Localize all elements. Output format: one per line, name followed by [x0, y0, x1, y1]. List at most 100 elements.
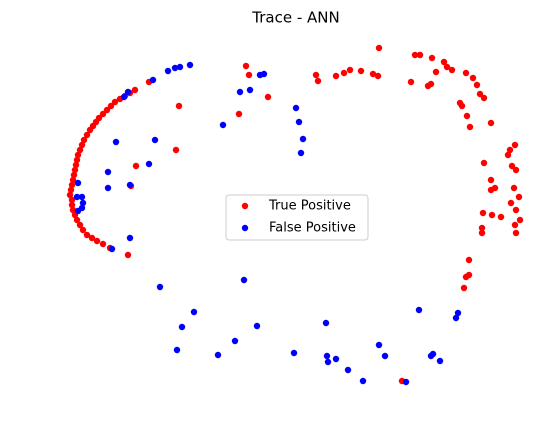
point — [68, 196, 76, 204]
point — [73, 193, 81, 201]
point — [245, 71, 253, 79]
point — [103, 106, 111, 114]
point — [466, 123, 474, 131]
chart-title: Trace - ANN — [251, 9, 339, 27]
point — [164, 67, 172, 75]
point — [516, 216, 524, 224]
point — [93, 237, 101, 245]
point — [416, 51, 424, 59]
point — [186, 61, 194, 69]
point — [359, 377, 367, 385]
point — [510, 184, 518, 192]
point — [402, 378, 410, 386]
point — [407, 78, 415, 86]
point — [178, 323, 186, 331]
point — [79, 199, 87, 207]
point — [487, 176, 495, 184]
point — [145, 160, 153, 168]
point — [131, 86, 139, 94]
point — [512, 166, 520, 174]
point — [151, 136, 159, 144]
point — [415, 306, 423, 314]
point — [429, 350, 437, 358]
legend-marker — [241, 202, 249, 210]
point — [104, 184, 112, 192]
point — [332, 355, 340, 363]
point — [508, 162, 516, 170]
point — [253, 322, 261, 330]
point — [480, 159, 488, 167]
point — [374, 72, 382, 80]
point — [515, 193, 523, 201]
point — [452, 314, 460, 322]
legend-label: False Positive — [269, 221, 356, 236]
point — [69, 206, 77, 214]
point — [357, 67, 365, 75]
point — [346, 66, 354, 74]
point — [469, 74, 477, 82]
point — [463, 112, 471, 120]
point — [375, 341, 383, 349]
point — [176, 63, 184, 71]
point — [504, 151, 512, 159]
point — [68, 201, 76, 209]
point — [156, 283, 164, 291]
point — [479, 209, 487, 217]
point — [235, 110, 243, 118]
point — [73, 156, 81, 164]
point — [312, 71, 320, 79]
point — [511, 221, 519, 229]
point — [264, 93, 272, 101]
point — [78, 141, 86, 149]
point — [83, 231, 91, 239]
point — [88, 234, 96, 242]
point — [324, 358, 332, 366]
point — [190, 308, 198, 316]
point — [332, 72, 340, 80]
point — [299, 135, 307, 143]
point — [107, 102, 115, 110]
point — [126, 181, 134, 189]
point — [491, 184, 499, 192]
point — [231, 337, 239, 345]
point — [79, 226, 87, 234]
point — [369, 70, 377, 78]
point — [497, 213, 505, 221]
point — [219, 121, 227, 129]
point — [99, 240, 107, 248]
point — [66, 191, 74, 199]
point — [454, 309, 462, 317]
point — [104, 168, 112, 176]
point — [260, 70, 268, 78]
point — [173, 346, 181, 354]
point — [460, 284, 468, 292]
legend-label: True Positive — [268, 199, 351, 214]
point — [440, 58, 448, 66]
point — [72, 161, 80, 169]
point — [74, 207, 82, 215]
point — [297, 149, 305, 157]
point — [70, 171, 78, 179]
point — [506, 146, 514, 154]
point — [74, 151, 82, 159]
point — [488, 211, 496, 219]
point — [80, 136, 88, 144]
point — [73, 216, 81, 224]
point — [295, 118, 303, 126]
point — [68, 181, 76, 189]
point — [462, 273, 470, 281]
point — [322, 319, 330, 327]
point — [381, 352, 389, 360]
point — [427, 80, 435, 88]
point — [76, 221, 84, 229]
point — [340, 69, 348, 77]
point — [132, 162, 140, 170]
point — [78, 193, 86, 201]
point — [432, 68, 440, 76]
point — [507, 199, 515, 207]
point — [112, 138, 120, 146]
point — [478, 224, 486, 232]
point — [411, 51, 419, 59]
point — [314, 77, 322, 85]
